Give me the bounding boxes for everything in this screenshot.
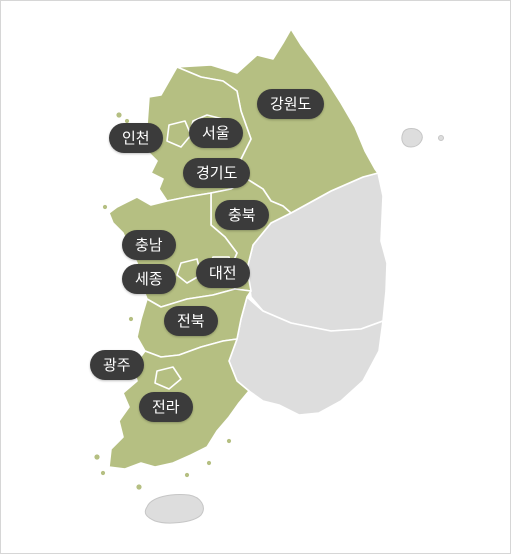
region-sejong[interactable] [176, 258, 202, 284]
label-gwangju[interactable]: 광주 [90, 350, 144, 380]
island [102, 204, 108, 210]
island [206, 460, 212, 466]
region-gwangju[interactable] [154, 366, 182, 390]
label-gangwon[interactable]: 강원도 [257, 89, 325, 119]
region-jeju[interactable] [144, 494, 204, 524]
label-jeolla[interactable]: 전라 [139, 392, 193, 422]
island-ulleungdo [401, 128, 423, 148]
island-dokdo [438, 135, 444, 141]
label-seoul[interactable]: 서울 [189, 118, 243, 148]
label-gyeonggi[interactable]: 경기도 [183, 158, 251, 188]
island [135, 483, 143, 491]
label-jeonbuk[interactable]: 전북 [164, 306, 218, 336]
island [115, 111, 123, 119]
label-daejeon[interactable]: 대전 [196, 258, 250, 288]
island [184, 472, 190, 478]
island [128, 316, 134, 322]
region-incheon[interactable] [166, 120, 192, 148]
island [93, 453, 101, 461]
label-chungbuk[interactable]: 충북 [215, 200, 269, 230]
label-chungnam[interactable]: 충남 [122, 230, 176, 260]
island [226, 438, 232, 444]
island [100, 470, 106, 476]
label-incheon[interactable]: 인천 [109, 123, 163, 153]
label-sejong[interactable]: 세종 [122, 264, 176, 294]
